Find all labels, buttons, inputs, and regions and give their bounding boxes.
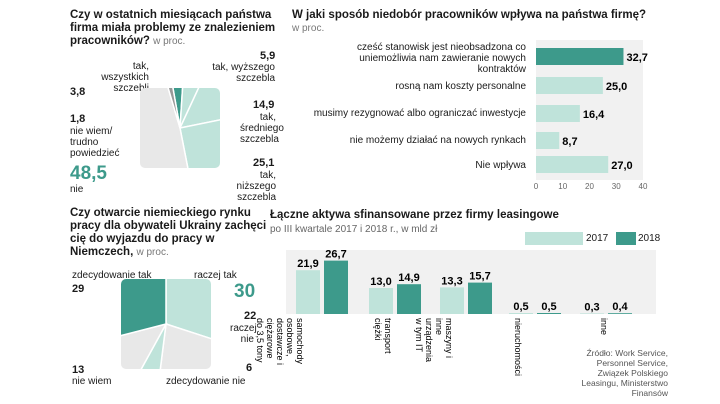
pie1-slice-1 [179,88,215,129]
bars1-value-4: 27,0 [611,160,632,172]
bars2-value-2-0: 13,3 [441,275,462,287]
bars2-subtitle: po III kwartale 2017 i 2018 r., w mld zł [270,224,438,235]
pie1-label-mid: tak, średniego szczebla [240,112,284,145]
bars2-value-1-1: 14,9 [398,272,419,284]
pie1-slice-5 [156,88,181,129]
pie2-title: Czy otwarcie niemieckiego rynku pracy dl… [70,207,267,258]
bars1-cat-0: cześć stanowisk jest nieobsadzona co uni… [357,42,526,75]
legend-2018-swatch [616,232,636,245]
bars1-cat-4: Nie wpływa [475,160,526,171]
bars1-value-2: 16,4 [583,109,605,121]
bars1-bar-4 [536,156,609,173]
pie1-value-higher: 5,9 [260,50,276,62]
bars2-value-4-1: 0,4 [612,301,628,313]
pie1-value-all: 3,8 [70,86,86,98]
bars1-tick-3: 30 [612,182,621,191]
pie1-value-mid: 14,9 [253,99,275,111]
pie2-value-a: 29 [72,283,85,295]
bars2-cat-0: samochodyosobowe,dostawcze iciężarowedo … [255,318,305,365]
bars1-value-0: 32,7 [626,52,647,64]
source-note: Źródło: Work Service, Personnel Service, Z… [581,348,668,398]
legend-2017 [525,232,583,245]
bars1-value-1: 25,0 [606,81,627,93]
bars1-value-3: 8,7 [562,136,577,148]
pie2-slice-1 [153,323,211,369]
bars2-bar-3-1 [537,313,561,314]
pie1-label-low: tak, niższego szczebla [236,170,276,203]
bars1-cat-2: musimy rezygnować albo ograniczać inwest… [313,108,526,119]
pie2-slice-3 [121,322,168,369]
bars2-value-1-0: 13,0 [370,276,391,288]
bars2-bar-3-0 [509,313,533,314]
bars2-value-2-1: 15,7 [469,271,490,283]
pie1-label-no: nie [70,184,84,195]
pie1-value-no: 48,5 [70,163,107,184]
pie2-label-c: raczej nie [230,323,257,345]
bars2-bar-4-0 [580,313,604,314]
pie1-label-higher: tak, wyższego szczebla [212,62,275,84]
pie2-label-e: nie wiem [72,376,112,387]
legend-2018-label: 2018 [638,233,661,244]
pie1-label-dontknow: nie wiem/trudno powiedzieć [70,126,120,159]
bars2-bar-0-1 [324,260,348,314]
bars1-tick-1: 10 [558,182,567,191]
bars1-bar-1 [536,77,603,94]
bars2-bar-2-0 [440,287,464,314]
pie2-label-a: zdecydowanie tak [72,270,152,281]
bars1-cat-1: rosną nam koszty personalne [395,81,526,92]
pie2-label-b: raczej tak [194,270,237,281]
bars1-bar-0 [536,48,624,65]
bars2-cat-3: nieruchomości [513,318,523,376]
bars2-cat-1: transportciężki [373,318,393,354]
pie2-value-b: 30 [234,281,256,302]
bars2-bar-0-0 [296,270,320,314]
pie1-slice-3 [179,111,220,168]
bars2-value-3-1: 0,5 [541,301,556,313]
pie1-slice-0 [165,88,186,129]
pie2-label-d: zdecydowanie nie [166,376,246,387]
pie2-value-d: 6 [246,362,253,374]
pie1-slice-4 [140,88,197,168]
bars1-title: W jaki sposób niedobór pracowników wpływ… [292,9,647,34]
pie1-label-all: tak, wszystkich szczebli [101,61,149,94]
pie1-title: Czy w ostatnich miesiącach państwa firma… [70,9,276,47]
pie1-value-low: 25,1 [253,157,275,169]
pie2-slice-2 [121,323,167,369]
legend-2017-label: 2017 [586,233,609,244]
bars2-value-3-0: 0,5 [513,301,528,313]
pie1-slice-2 [178,88,220,130]
pie2-value-c: 22 [244,310,257,322]
bars2-cat-4: inne [599,318,609,335]
bars2-value-0-1: 26,7 [325,249,346,261]
pie2-slice-4 [121,279,167,348]
pie1-value-dontknow: 1,8 [70,113,86,125]
bars2-bar-4-1 [608,313,632,314]
bars1-tick-2: 20 [585,182,594,191]
bars2-value-4-0: 0,3 [584,301,599,313]
bars1-cat-3: nie możemy działać na nowych rynkach [349,135,526,146]
pie2-slice-0 [165,279,211,353]
bars1-tick-4: 40 [639,182,648,191]
bars2-bar-1-0 [369,288,393,314]
bars2-bar-1-1 [397,284,421,314]
bars1-bar-2 [536,105,580,122]
bars2-bar-2-1 [468,282,492,314]
bars2-cat-2: maszyny iinneurządzeniaw tym IT [414,317,454,362]
pie2-value-e: 13 [72,364,85,376]
bars1-tick-0: 0 [534,182,539,191]
bars1-bar-3 [536,132,560,149]
bars2-title: Łączne aktywa sfinansowane przez firmy l… [270,209,559,221]
bars2-value-0-0: 21,9 [297,258,318,270]
